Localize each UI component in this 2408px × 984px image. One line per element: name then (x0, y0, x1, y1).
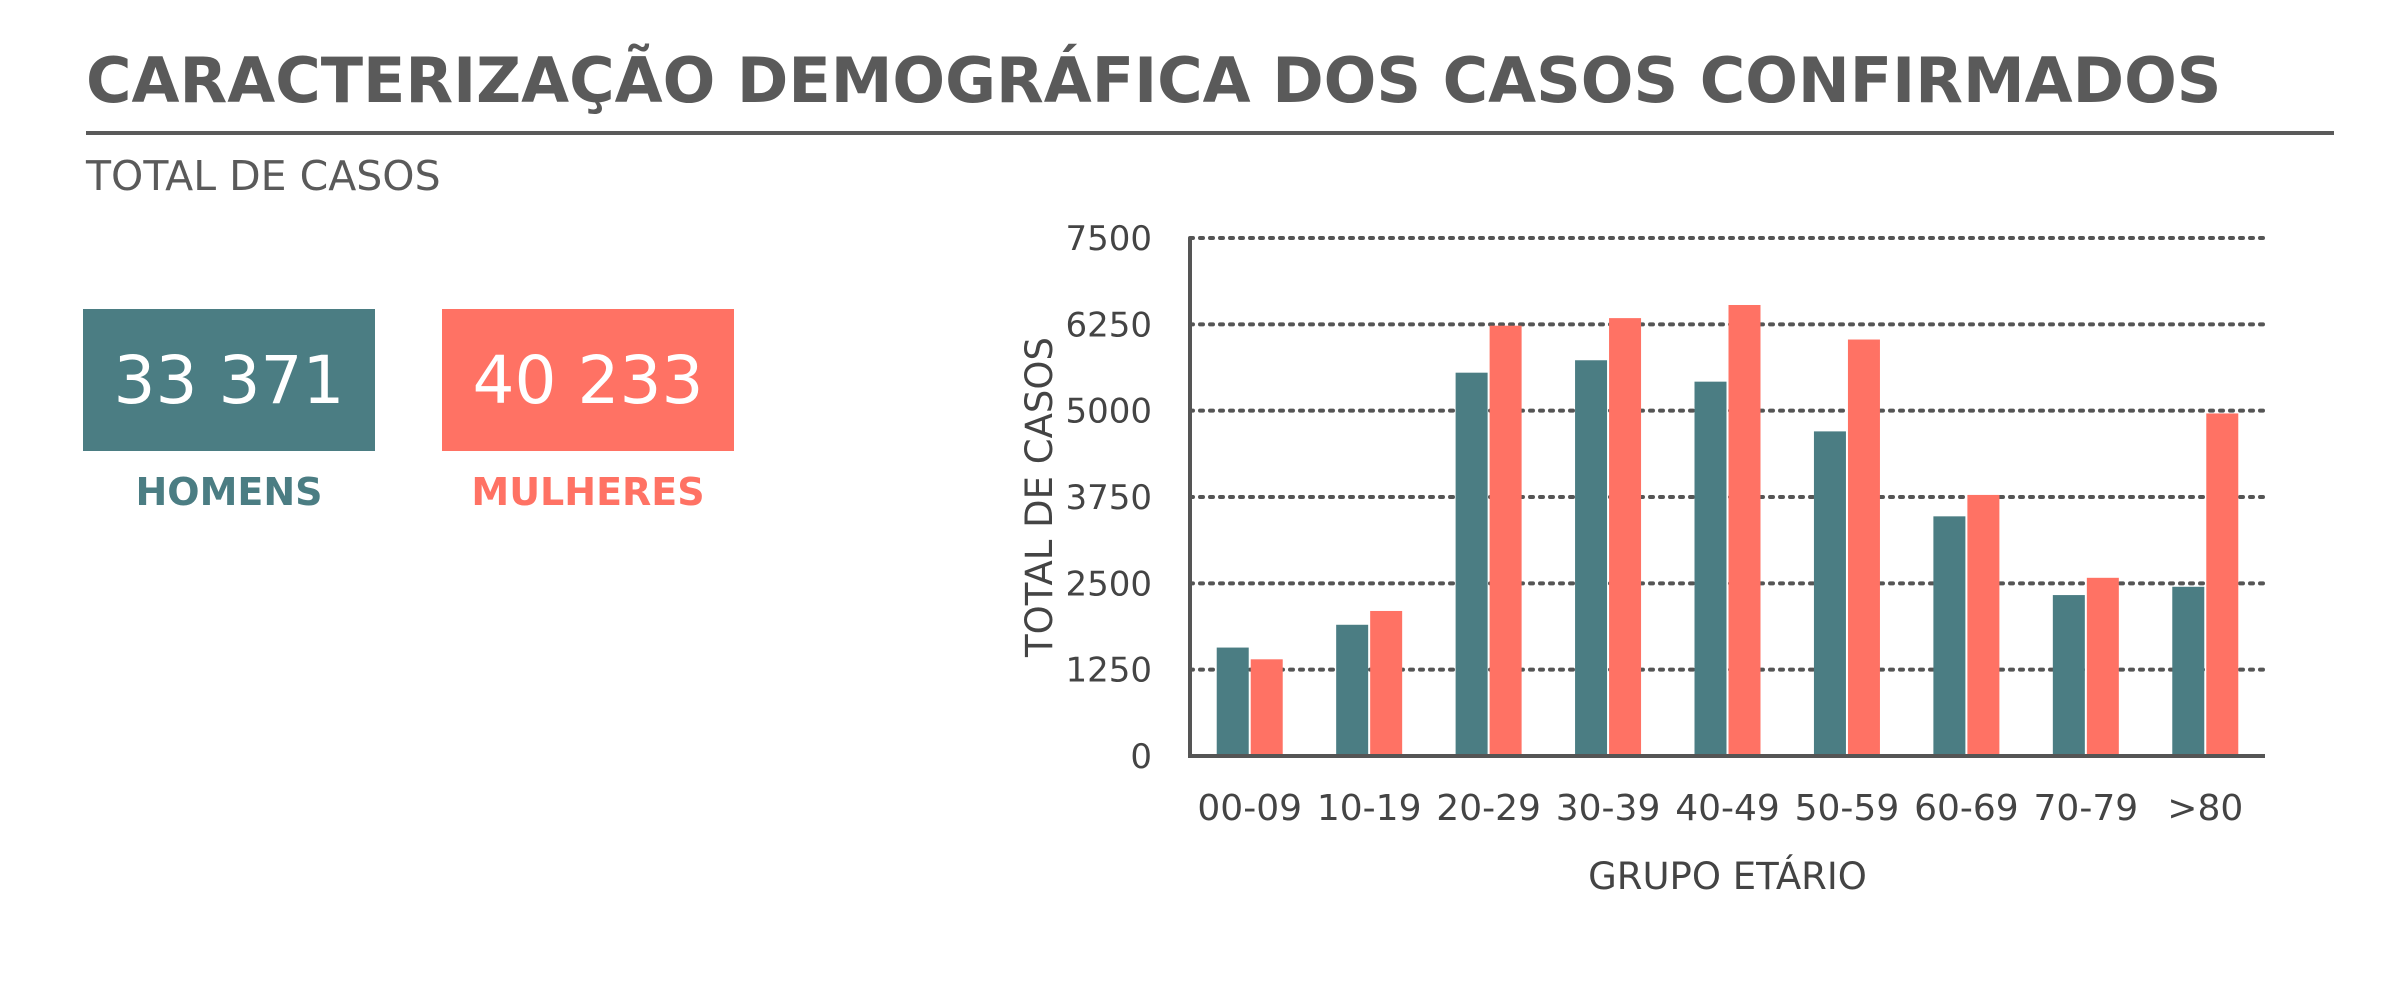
y-tick-label: 5000 (1065, 392, 1152, 432)
x-tick-label: 50-59 (1795, 788, 1900, 829)
bar-series-2-00-09 (1250, 659, 1283, 756)
kpi-women-value: 40 233 (472, 341, 704, 419)
bar-series-1-40-49 (1694, 381, 1727, 756)
y-tick-label: 0 (1130, 737, 1152, 777)
x-tick-label: 00-09 (1197, 788, 1302, 829)
x-tick-label: 30-39 (1556, 788, 1661, 829)
kpi-women-label: MULHERES (471, 470, 705, 514)
y-tick-label: 3750 (1065, 478, 1152, 518)
bar-series-1-50-59 (1813, 431, 1846, 756)
bar-series-1-gt80 (2172, 586, 2205, 756)
axes (1188, 238, 2265, 758)
x-tick-label: 70-79 (2034, 788, 2139, 829)
bar-series-1-30-39 (1575, 360, 1608, 756)
page-title: CARACTERIZAÇÃO DEMOGRÁFICA DOS CASOS CON… (86, 44, 2222, 117)
y-tick-labels: 0 1250 2500 3750 5000 6250 7500 (1065, 219, 1152, 777)
bar-series-2-10-19 (1370, 610, 1403, 756)
x-tick-label: 40-49 (1675, 788, 1780, 829)
bars (1216, 304, 2239, 756)
gridlines (1188, 236, 2267, 672)
x-tick-label: 10-19 (1317, 788, 1422, 829)
kpi-men-box: 33 371 (83, 309, 375, 451)
age-group-bar-chart: 0 1250 2500 3750 5000 6250 7500 00-09 10-19 20-2… (1018, 219, 2267, 898)
y-tick-label: 1250 (1065, 651, 1152, 691)
section-label: TOTAL DE CASOS (86, 152, 441, 200)
x-tick-label: 60-69 (1914, 788, 2019, 829)
bar-series-1-20-29 (1455, 372, 1488, 756)
bar-series-2-20-29 (1489, 325, 1522, 756)
bar-series-2-gt80 (2206, 413, 2239, 756)
x-tick-label: 20-29 (1436, 788, 1541, 829)
bar-series-2-30-39 (1609, 318, 1642, 756)
bar-series-2-50-59 (1847, 339, 1880, 756)
kpi-men-value: 33 371 (113, 341, 345, 419)
bar-series-2-70-79 (2086, 577, 2119, 756)
y-tick-label: 2500 (1065, 564, 1152, 604)
y-axis-title: TOTAL DE CASOS (1018, 337, 1061, 658)
y-tick-label: 6250 (1065, 305, 1152, 345)
bar-series-1-00-09 (1216, 647, 1249, 756)
bar-series-1-10-19 (1336, 624, 1369, 756)
title-divider (86, 131, 2334, 135)
kpi-women-box: 40 233 (442, 309, 734, 451)
bar-series-1-70-79 (2052, 595, 2085, 756)
kpi-men-label: HOMENS (135, 470, 323, 514)
x-tick-labels: 00-09 10-19 20-29 30-39 40-49 50-59 60-69 70-79… (1197, 788, 2243, 829)
bar-series-2-40-49 (1728, 304, 1761, 756)
x-axis-title: GRUPO ETÁRIO (1588, 854, 1867, 898)
y-tick-label: 7500 (1065, 219, 1152, 259)
x-tick-label: >80 (2167, 788, 2243, 829)
bar-series-1-60-69 (1933, 516, 1966, 756)
bar-series-2-60-69 (1967, 494, 2000, 756)
